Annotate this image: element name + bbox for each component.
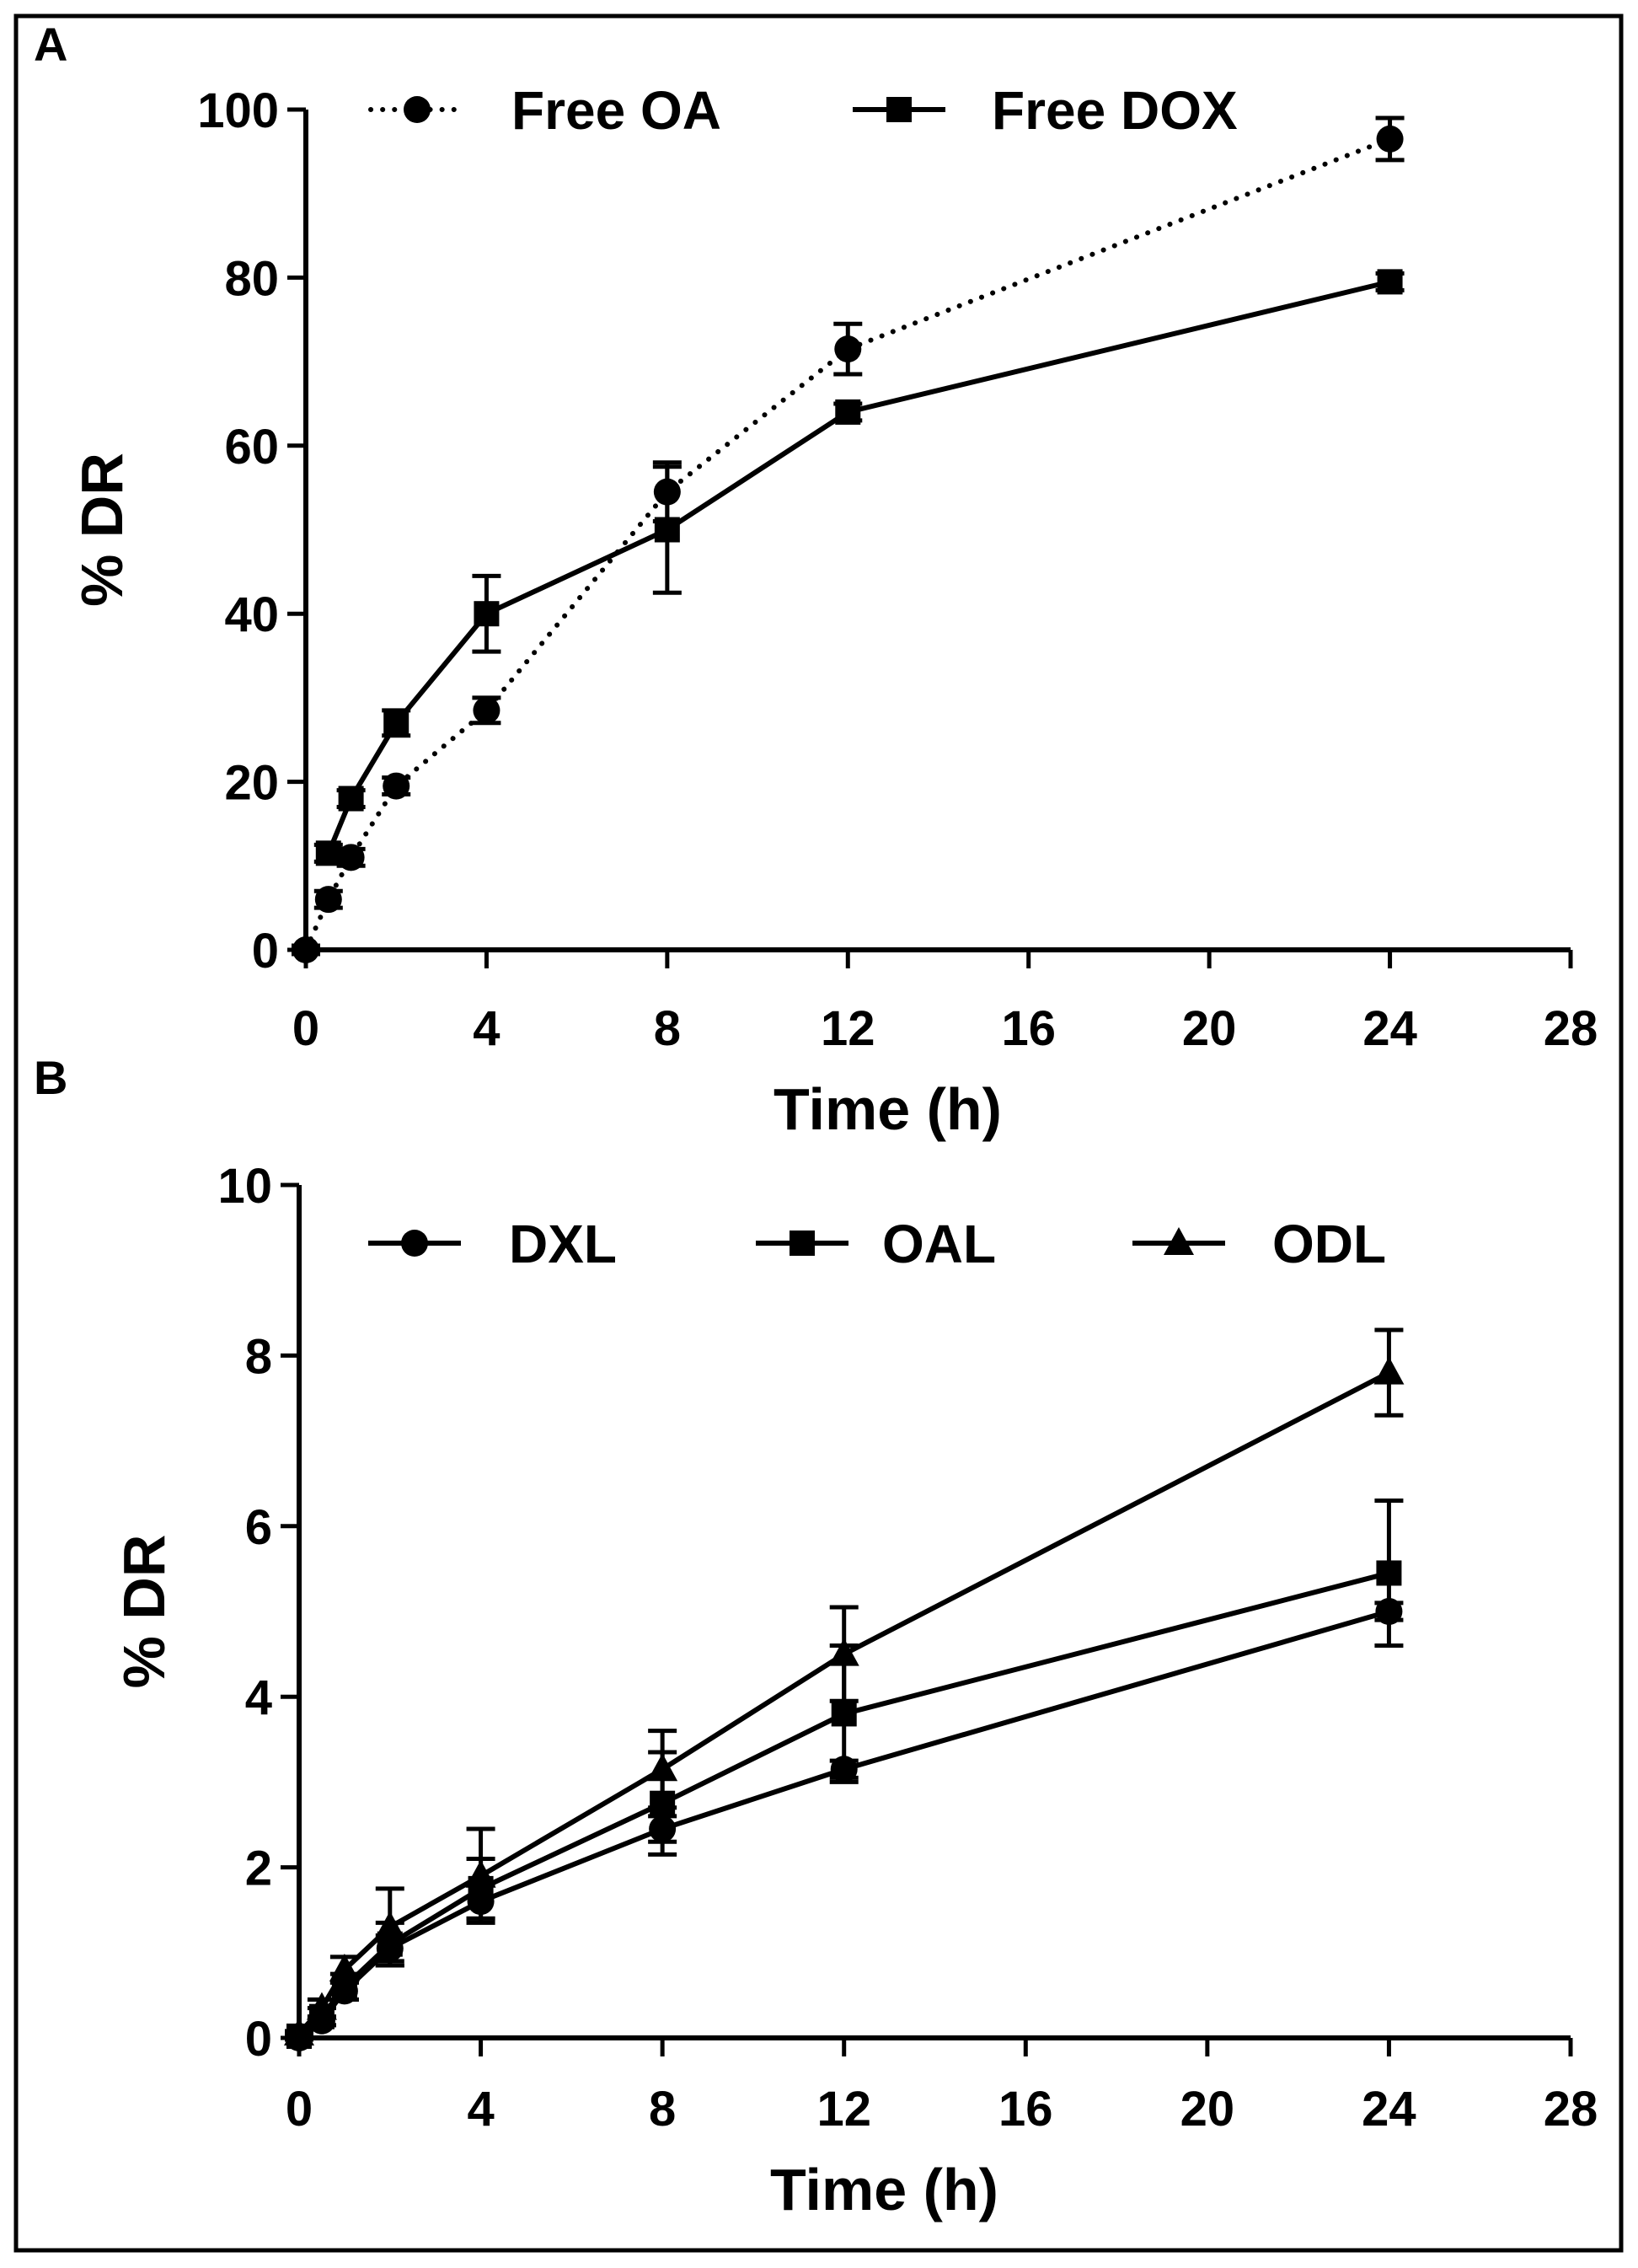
x-tick-label: 4 [467,2082,494,2137]
legend-marker [1164,1227,1194,1255]
data-point [284,2017,314,2045]
legend-entry: DXL [368,1214,617,1274]
data-point [474,601,500,627]
data-point [834,335,862,363]
x-tick-label: 28 [1544,1001,1598,1056]
x-axis-title: Time (h) [774,1076,1002,1142]
legend-label: ODL [1272,1214,1386,1274]
data-point [1373,1356,1405,1385]
series-odl [284,1327,1405,2045]
chart-panel-a: 0 4 8 12 16 20 24 28 0 20 40 60 80 100 Time (h) % DR Fre… [69,80,1598,1142]
series-free-dox [313,269,1405,866]
legend-marker [790,1231,815,1256]
legend-marker [886,97,912,122]
legend-marker [401,1230,428,1257]
panel-label-a: A [34,18,67,71]
y-tick-label: 100 [197,83,279,138]
data-point [647,1753,678,1782]
data-point [473,696,500,724]
data-point [337,844,365,871]
data-point [465,1859,496,1888]
y-tick-label: 10 [217,1159,272,1214]
x-tick-label: 24 [1362,2082,1416,2137]
data-point [1376,1560,1402,1586]
legend-marker [404,96,431,123]
legend-entry: ODL [1132,1214,1386,1274]
x-tick-label: 16 [1001,1001,1056,1056]
x-tick-label: 4 [473,1001,500,1056]
data-point [338,785,364,812]
data-point [828,1638,859,1666]
x-tick-label: 12 [816,2082,871,2137]
data-point [835,399,861,425]
data-point [314,886,342,914]
x-tick-label: 16 [998,2082,1053,2137]
data-point [383,710,410,736]
x-tick-label: 24 [1362,1001,1417,1056]
y-tick-label: 0 [252,924,279,979]
x-tick-label: 20 [1182,1001,1237,1056]
data-point [654,517,680,543]
y-tick-label: 2 [245,1842,272,1896]
y-tick-label: 0 [245,2012,272,2067]
legend-entry: Free DOX [853,80,1238,141]
legend-entry: Free OA [368,80,721,141]
x-tick-label: 28 [1544,2082,1598,2137]
data-point [374,1911,405,1939]
x-tick-label: 12 [821,1001,875,1056]
x-tick-label: 20 [1180,2082,1235,2137]
legend-label: Free OA [511,80,721,141]
y-tick-label: 8 [245,1329,272,1384]
y-tick-label: 40 [224,587,279,642]
x-tick-label: 0 [292,1001,319,1056]
y-tick-label: 80 [224,251,279,306]
x-tick-label: 8 [649,2082,676,2137]
data-point [306,1992,337,2020]
data-point [383,772,410,800]
data-point [315,840,341,866]
figure-frame [13,13,1624,2253]
x-tick-label: 8 [654,1001,681,1056]
x-tick-label: 0 [286,2082,313,2137]
legend-label: DXL [509,1214,617,1274]
legend-label: Free DOX [992,80,1238,141]
y-axis-title: % DR [69,453,135,607]
data-point [1377,269,1403,295]
x-axis-title: Time (h) [770,2157,998,2222]
data-point [329,1954,360,1982]
data-point [831,1701,857,1727]
y-tick-label: 4 [245,1670,272,1725]
legend-label: OAL [882,1214,996,1274]
y-tick-label: 20 [224,756,279,811]
y-tick-label: 6 [245,1500,272,1555]
data-point [292,936,319,963]
data-point [1376,125,1404,153]
y-tick-label: 60 [224,420,279,475]
y-axis-title: % DR [111,1535,177,1689]
panel-label-b: B [34,1051,67,1104]
legend-entry: OAL [756,1214,996,1274]
